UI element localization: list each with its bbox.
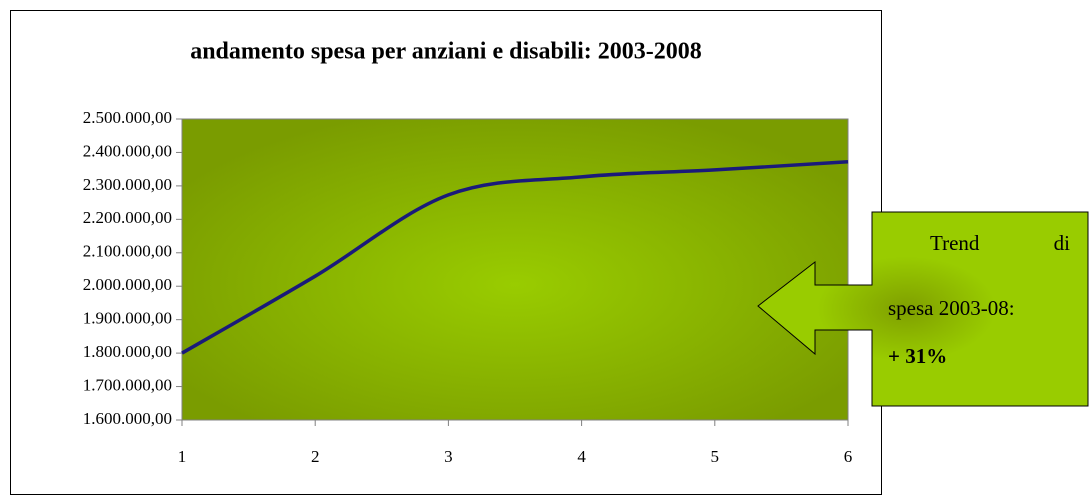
y-tick-label: 2.200.000,00 bbox=[83, 208, 172, 227]
y-tick-label: 1.800.000,00 bbox=[83, 342, 172, 361]
y-tick-label: 2.500.000,00 bbox=[83, 108, 172, 127]
series-line bbox=[181, 160, 849, 355]
callout bbox=[757, 211, 1089, 407]
x-tick-label: 6 bbox=[844, 447, 853, 466]
y-tick-label: 2.000.000,00 bbox=[83, 275, 172, 294]
x-tick-label: 2 bbox=[311, 447, 320, 466]
x-tick-label: 1 bbox=[178, 447, 187, 466]
x-tick-label: 3 bbox=[444, 447, 453, 466]
y-tick-label: 2.100.000,00 bbox=[83, 242, 172, 261]
y-tick-label: 2.300.000,00 bbox=[83, 175, 172, 194]
annotation-highlight: + 31% bbox=[888, 344, 948, 368]
x-tick-label: 5 bbox=[711, 447, 720, 466]
x-tick-label: 4 bbox=[577, 447, 586, 466]
y-tick-label: 2.400.000,00 bbox=[83, 141, 172, 160]
annotation-line: Trend di bbox=[930, 231, 1070, 255]
y-tick-label: 1.700.000,00 bbox=[83, 375, 172, 394]
plot-area bbox=[181, 118, 849, 421]
y-tick-label: 1.600.000,00 bbox=[83, 409, 172, 428]
y-tick-label: 1.900.000,00 bbox=[83, 309, 172, 328]
chart-title: andamento spesa per anziani e disabili: … bbox=[190, 39, 702, 65]
annotation-line: spesa 2003-08: bbox=[888, 296, 1015, 320]
